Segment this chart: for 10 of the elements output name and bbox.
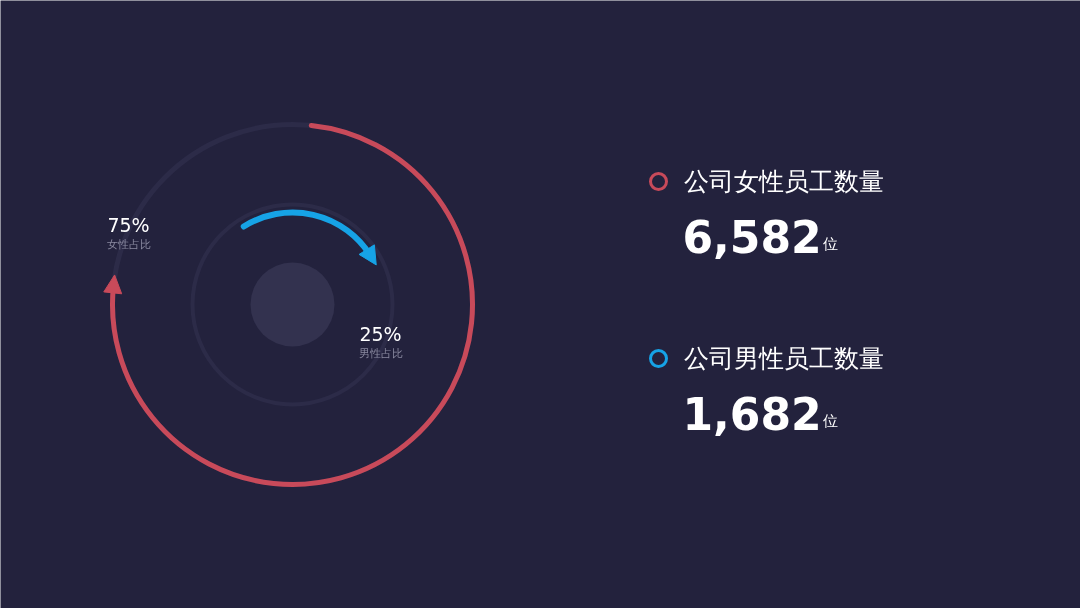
category-label: 女性占比 — [106, 238, 151, 251]
text: 公司男性员工数量 — [683, 344, 884, 373]
text: 6,582 — [682, 212, 822, 263]
text: 位 — [822, 411, 838, 430]
text: 位 — [822, 234, 838, 253]
text: 公司女性员工数量 — [683, 167, 884, 196]
category-label: 男性占比 — [358, 347, 403, 360]
text: 1,682 — [682, 389, 822, 440]
data-label: 75% — [107, 213, 150, 236]
data-label: 25% — [359, 322, 402, 345]
